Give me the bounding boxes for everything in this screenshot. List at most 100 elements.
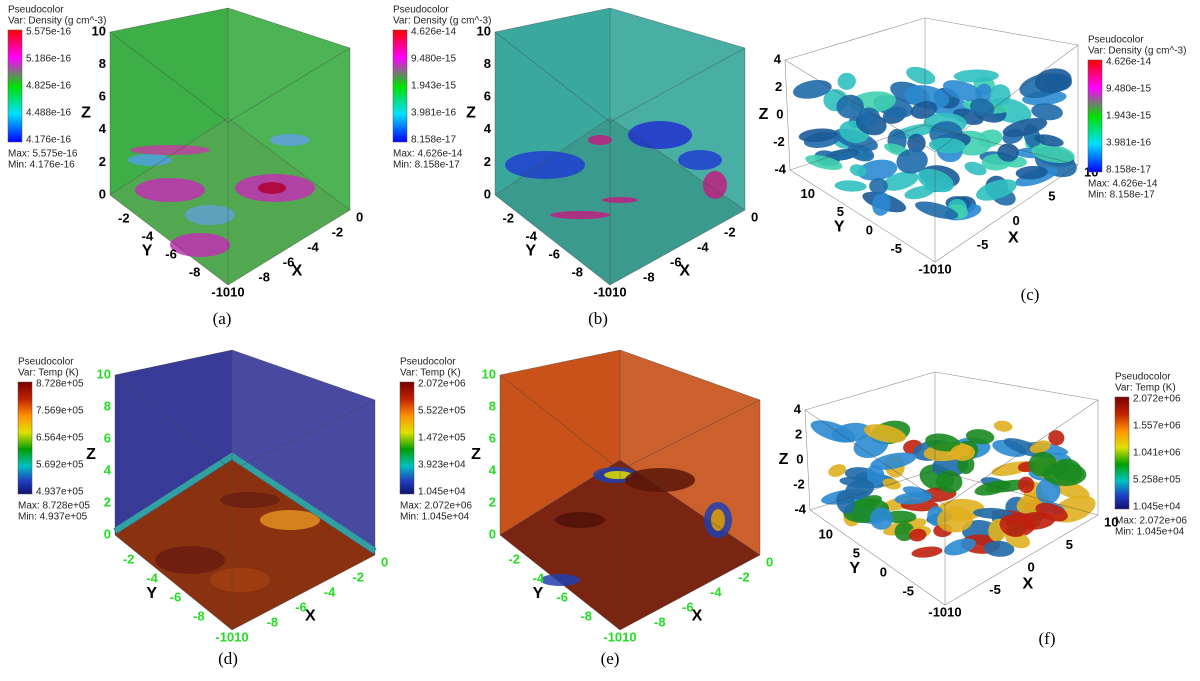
feature xyxy=(210,568,270,592)
isosurface xyxy=(1018,476,1035,494)
x-tick-label: -6 xyxy=(295,599,307,614)
legend-title: Pseudocolor xyxy=(1088,35,1144,46)
isosurface xyxy=(857,159,898,181)
colorbar-label: 5.522e+05 xyxy=(418,406,466,417)
x-axis-label: X xyxy=(292,262,303,279)
feature xyxy=(604,471,632,479)
y-tick-label: 5 xyxy=(837,204,844,219)
z-tick-label: 10 xyxy=(477,23,491,38)
box-edge xyxy=(804,371,936,411)
z-tick-label: 10 xyxy=(92,23,106,38)
isosurface xyxy=(831,422,871,443)
box-edge xyxy=(114,459,233,536)
z-tick-label: 2 xyxy=(484,154,491,169)
z-axis-label: Z xyxy=(759,106,769,123)
isosurface xyxy=(999,514,1027,537)
isosurface xyxy=(849,164,867,177)
isosurface xyxy=(910,101,938,119)
z-tick-label: 6 xyxy=(104,430,111,445)
panel: 10 8 6 4 2 0 -2 -4 -6 -8 0 -2 -4 -6 -8 -1010 Z Y X Pseudoco… xyxy=(399,349,773,668)
panel: 4 2 0 -2 -4 10 5 0 -5 10 5 0 -5 -1010 Z Y X PseudocolorVa… xyxy=(779,372,1188,648)
legend-variable: Var: Density (g cm^-3) xyxy=(1088,46,1186,57)
box-edge xyxy=(804,409,946,506)
colorbar-label: 7.569e+05 xyxy=(36,406,84,417)
z-tick-label: 2 xyxy=(489,494,496,509)
y-tick-label: 0 xyxy=(866,223,873,238)
isosurface xyxy=(872,192,891,216)
feature xyxy=(555,512,605,528)
colorbar-label: 4.937e+05 xyxy=(36,487,84,498)
x-axis-label: X xyxy=(1023,576,1034,593)
x-tick-label: -6 xyxy=(670,254,682,269)
box-edge xyxy=(227,7,351,49)
z-tick-label: 4 xyxy=(794,401,802,416)
x-tick-label: -8 xyxy=(267,614,279,629)
z-axis-label: Z xyxy=(466,105,476,122)
z-tick-label: 2 xyxy=(99,154,106,169)
z-tick-label: 8 xyxy=(484,56,491,71)
colorbar-label: 5.186e-16 xyxy=(26,54,71,65)
colorbar-label: 1.472e+05 xyxy=(418,433,466,444)
box-edge xyxy=(227,47,351,123)
y-axis-label: Y xyxy=(142,243,153,260)
isosurface xyxy=(858,107,880,127)
colorbar-label: 1.557e+06 xyxy=(1133,421,1181,432)
z-tick-label: 4 xyxy=(99,121,107,136)
y-tick-label: -8 xyxy=(193,608,205,623)
y-tick-label: -8 xyxy=(189,264,201,279)
box-edge xyxy=(231,554,376,631)
colorbar-label: 4.626e-14 xyxy=(1106,57,1151,68)
legend-max: Max: 5.575e-16 xyxy=(8,149,78,160)
panel: 10 8 6 4 2 0 -2 -4 -6 -8 0 -2 -4 -6 -8 -1010 Z Y X Pseudoco… xyxy=(7,5,363,328)
box-edge xyxy=(109,194,229,286)
colorbar-label: 8.728e+05 xyxy=(36,379,84,390)
colorbar xyxy=(392,29,408,143)
legend-variable: Var: Temp (K) xyxy=(18,368,79,379)
x-tick-label: -2 xyxy=(352,569,364,584)
isosurface xyxy=(798,128,838,143)
isosurface xyxy=(972,507,1013,519)
corner-tick-label: -1010 xyxy=(215,629,248,644)
z-tick-label: 4 xyxy=(104,462,112,477)
left-wall xyxy=(500,350,620,535)
z-tick-label: 0 xyxy=(104,526,111,541)
y-axis-label: Y xyxy=(525,243,536,260)
legend-min: Min: 4.937e+05 xyxy=(18,512,88,523)
legend-variable: Var: Temp (K) xyxy=(400,368,461,379)
x-tick-label: -4 xyxy=(697,239,709,254)
feature xyxy=(625,468,695,492)
z-tick-label: 6 xyxy=(484,89,491,104)
right-wall xyxy=(232,350,375,555)
z-tick-label: 0 xyxy=(99,186,106,201)
feature xyxy=(711,509,725,531)
box-edge xyxy=(944,514,1099,606)
isosurface xyxy=(904,185,935,200)
corner-tick-label: -1010 xyxy=(918,261,951,276)
x-tick-label: 0 xyxy=(356,209,363,224)
box-edge xyxy=(809,469,936,511)
z-tick-label: 2 xyxy=(104,494,111,509)
feature xyxy=(170,233,230,257)
y-tick-label: -4 xyxy=(146,570,158,585)
colorbar-label: 1.041e+06 xyxy=(1133,448,1181,459)
box-edge xyxy=(114,349,233,376)
left-wall xyxy=(115,350,232,535)
box-edge xyxy=(114,534,233,631)
box-edge xyxy=(109,117,229,196)
x-tick-label: 0 xyxy=(1028,559,1035,574)
legend-max: Max: 2.072e+06 xyxy=(1115,516,1187,527)
isosurface xyxy=(894,491,933,505)
feature xyxy=(185,205,235,225)
colorbar-label: 5.692e+05 xyxy=(36,460,84,471)
z-tick-label: 6 xyxy=(99,89,106,104)
box-edge xyxy=(804,409,811,511)
isosurface xyxy=(977,129,1003,148)
isosurface xyxy=(1048,430,1065,446)
panel: 10 8 6 4 2 0 -2 -4 -6 -8 0 -2 -4 -6 -8 -1010 Z Y X Pseudoco… xyxy=(392,5,758,328)
caption: (a) xyxy=(213,309,232,328)
legend-title: Pseudocolor xyxy=(400,357,456,368)
y-tick-label: -4 xyxy=(525,228,537,243)
isosurface xyxy=(925,433,961,452)
z-tick-label: 0 xyxy=(796,451,803,466)
z-tick-label: 8 xyxy=(489,398,496,413)
